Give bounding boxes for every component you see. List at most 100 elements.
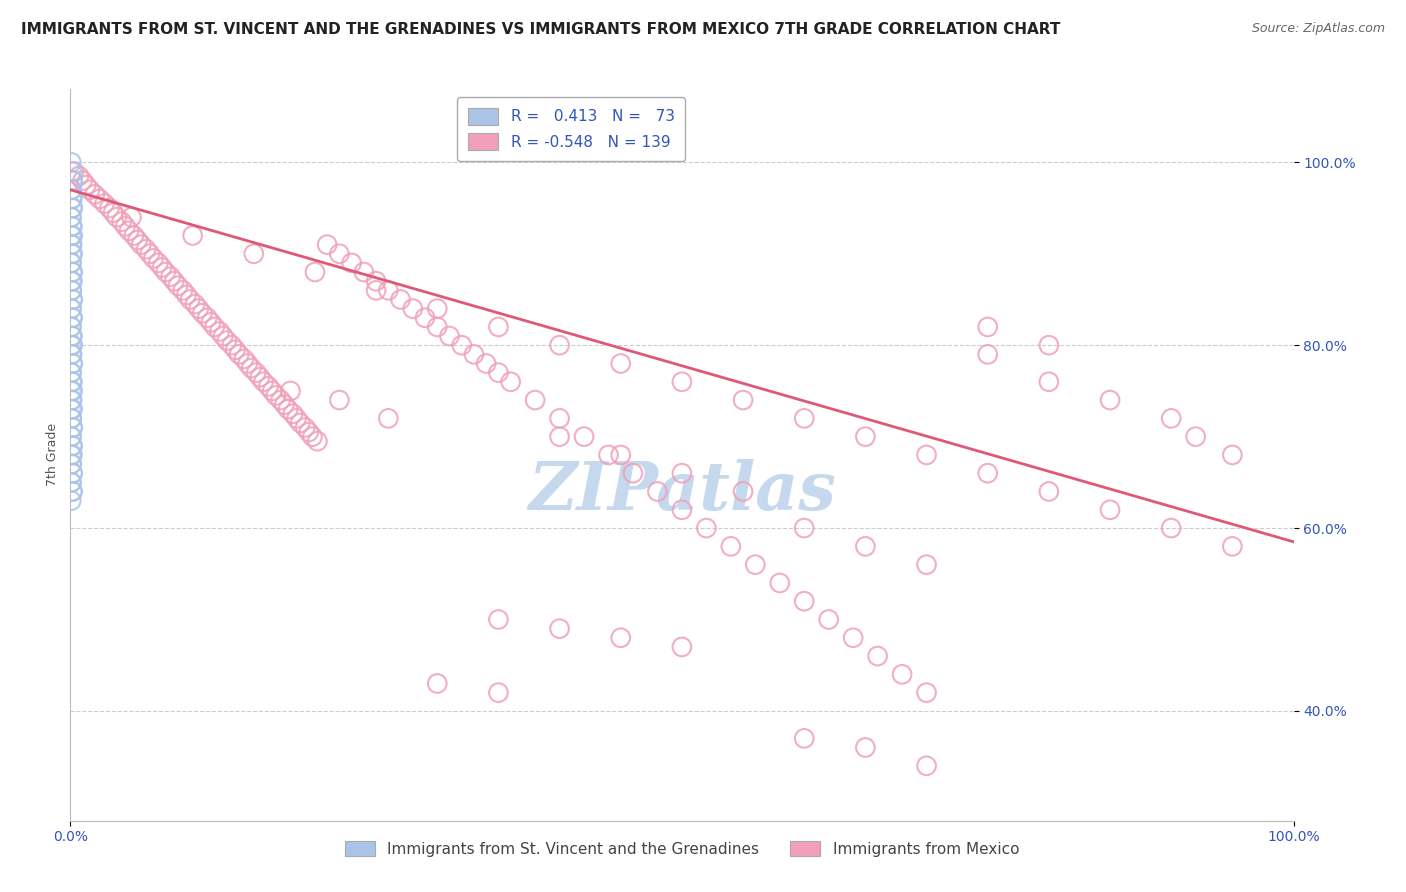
- Point: [316, 237, 339, 252]
- Point: [273, 398, 295, 412]
- Point: [426, 676, 449, 690]
- Point: [60, 228, 83, 243]
- Point: [187, 301, 209, 316]
- Point: [67, 169, 90, 183]
- Point: [744, 558, 766, 572]
- Point: [733, 484, 755, 499]
- Point: [426, 320, 449, 334]
- Point: [62, 484, 84, 499]
- Point: [179, 293, 201, 307]
- Point: [60, 256, 83, 270]
- Legend: Immigrants from St. Vincent and the Grenadines, Immigrants from Mexico: Immigrants from St. Vincent and the Gren…: [337, 833, 1026, 864]
- Point: [294, 420, 316, 434]
- Point: [60, 192, 83, 206]
- Point: [62, 228, 84, 243]
- Point: [60, 310, 83, 325]
- Point: [127, 233, 149, 247]
- Point: [204, 320, 226, 334]
- Point: [172, 284, 194, 298]
- Point: [855, 430, 877, 444]
- Point: [60, 183, 83, 197]
- Point: [60, 430, 83, 444]
- Point: [915, 448, 938, 462]
- Point: [671, 375, 693, 389]
- Point: [280, 384, 302, 398]
- Point: [307, 434, 329, 449]
- Point: [1038, 484, 1060, 499]
- Point: [499, 375, 522, 389]
- Point: [1099, 393, 1122, 408]
- Point: [1184, 430, 1206, 444]
- Point: [60, 183, 83, 197]
- Point: [301, 430, 323, 444]
- Point: [60, 320, 83, 334]
- Point: [793, 521, 815, 535]
- Point: [62, 219, 84, 234]
- Point: [572, 430, 595, 444]
- Point: [62, 274, 84, 288]
- Point: [328, 246, 350, 260]
- Point: [60, 301, 83, 316]
- Point: [60, 219, 83, 234]
- Point: [62, 448, 84, 462]
- Point: [60, 201, 83, 215]
- Point: [163, 274, 186, 288]
- Point: [60, 211, 83, 225]
- Point: [298, 425, 321, 439]
- Point: [548, 411, 571, 425]
- Point: [233, 351, 256, 366]
- Point: [60, 457, 83, 471]
- Point: [72, 174, 94, 188]
- Point: [60, 174, 83, 188]
- Point: [249, 370, 271, 384]
- Point: [60, 448, 83, 462]
- Point: [195, 310, 218, 325]
- Point: [62, 293, 84, 307]
- Point: [60, 284, 83, 298]
- Point: [105, 211, 128, 225]
- Point: [135, 242, 157, 256]
- Point: [62, 402, 84, 417]
- Point: [366, 284, 388, 298]
- Point: [60, 457, 83, 471]
- Point: [304, 265, 326, 279]
- Point: [976, 347, 998, 361]
- Point: [60, 375, 83, 389]
- Point: [121, 211, 143, 225]
- Point: [243, 246, 266, 260]
- Point: [817, 613, 839, 627]
- Point: [111, 215, 134, 229]
- Point: [60, 393, 83, 408]
- Text: Source: ZipAtlas.com: Source: ZipAtlas.com: [1251, 22, 1385, 36]
- Point: [89, 192, 111, 206]
- Point: [671, 466, 693, 480]
- Point: [181, 228, 204, 243]
- Point: [377, 284, 399, 298]
- Point: [167, 278, 190, 293]
- Point: [60, 484, 83, 499]
- Point: [122, 228, 145, 243]
- Point: [221, 338, 243, 352]
- Point: [79, 183, 101, 197]
- Point: [647, 484, 669, 499]
- Point: [184, 297, 207, 311]
- Point: [855, 740, 877, 755]
- Point: [426, 301, 449, 316]
- Text: ZIPatlas: ZIPatlas: [529, 459, 835, 524]
- Point: [413, 310, 436, 325]
- Point: [60, 211, 83, 225]
- Point: [98, 201, 121, 215]
- Point: [488, 320, 510, 334]
- Point: [62, 265, 84, 279]
- Point: [290, 416, 312, 430]
- Point: [548, 622, 571, 636]
- Point: [621, 466, 644, 480]
- Point: [159, 269, 181, 284]
- Point: [215, 334, 238, 348]
- Point: [62, 466, 84, 480]
- Point: [245, 366, 267, 380]
- Point: [60, 155, 83, 169]
- Point: [610, 448, 633, 462]
- Point: [264, 388, 287, 402]
- Point: [402, 301, 425, 316]
